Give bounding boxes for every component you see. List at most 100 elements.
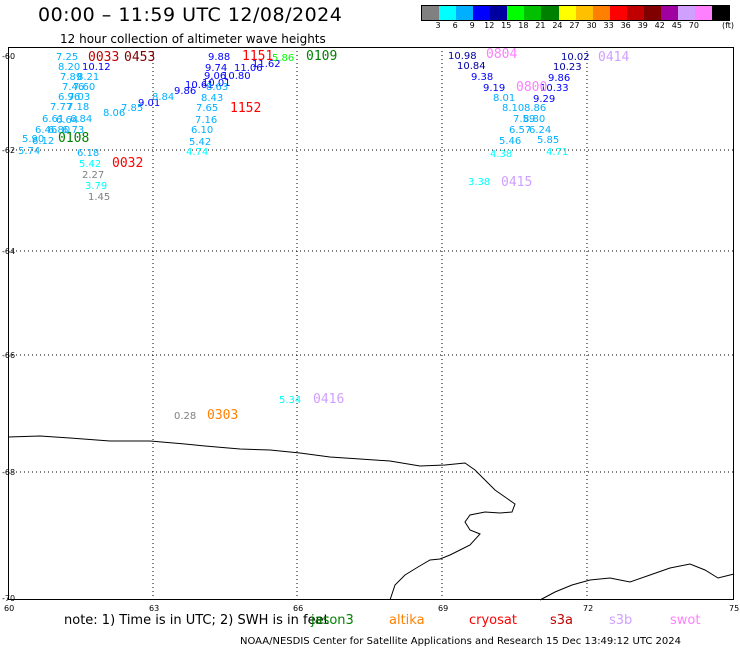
- pass-time-label: 1151: [242, 49, 274, 64]
- wave-height-label: 6.84: [70, 114, 93, 125]
- satellite-key-cryosat: cryosat: [469, 613, 517, 628]
- wave-height-label: 8.01: [493, 93, 516, 104]
- coastline: [7, 435, 516, 601]
- legend-tick-label: 45: [671, 21, 682, 30]
- wave-height-label: 6.64: [56, 115, 79, 126]
- wave-height-label: 7.59: [513, 114, 536, 125]
- legend-tick-label: 33: [603, 21, 614, 30]
- lat-lon-grid: [8, 47, 733, 600]
- wave-height-label: 8.63: [206, 82, 229, 93]
- wave-height-label: 5.90: [22, 134, 45, 145]
- credit-line: NOAA/NESDIS Center for Satellite Applica…: [240, 636, 682, 647]
- legend-swatch: [422, 6, 440, 20]
- wave-height-label: 6.96: [58, 92, 81, 103]
- wave-height-label: 7.65: [196, 103, 219, 114]
- wave-height-label: 10.33: [540, 83, 569, 94]
- legend-tick-label: 42: [654, 21, 665, 30]
- wave-height-label: 4.71: [546, 147, 569, 158]
- wave-height-label: 6.12: [32, 136, 55, 147]
- wave-height-label: 8.21: [77, 72, 100, 83]
- wave-height-label: 6.10: [191, 125, 214, 136]
- satellite-key-altika: altika: [389, 613, 425, 628]
- legend-swatch: [541, 6, 559, 20]
- page-subtitle: 12 hour collection of altimeter wave hei…: [60, 32, 326, 46]
- satellite-key-swot: swot: [670, 613, 701, 628]
- wave-height-label: 10.01: [202, 78, 231, 89]
- wave-height-label: 5.86: [272, 53, 295, 64]
- wave-height-label: 7.85: [121, 103, 144, 114]
- wave-height-label: 7.89: [60, 72, 83, 83]
- pass-time-label: 0032: [112, 156, 144, 171]
- legend-tick-label: 24: [552, 21, 563, 30]
- wave-height-label: 10.98: [448, 51, 477, 62]
- legend-swatch: [712, 6, 730, 20]
- wave-height-label: 10.12: [82, 62, 111, 73]
- wave-height-label: 8.84: [152, 92, 175, 103]
- wave-height-label: 3.79: [85, 181, 108, 192]
- legend-swatch: [473, 6, 491, 20]
- wave-height-label: 9.74: [205, 63, 228, 74]
- legend-swatch: [677, 6, 695, 20]
- wave-height-label: 9.38: [471, 72, 494, 83]
- legend-tick-label: 6: [452, 21, 458, 30]
- legend-tick-label: 39: [637, 21, 648, 30]
- lon-label: 60: [4, 604, 15, 613]
- lat-label: -70: [2, 594, 16, 603]
- wave-height-label: 2.27: [82, 170, 105, 181]
- lon-label: 69: [438, 604, 449, 613]
- wave-height-label: 8.80: [523, 114, 546, 125]
- pass-time-label: 0033: [88, 50, 120, 65]
- footer-note: note: 1) Time is in UTC; 2) SWH is in fe…: [64, 613, 329, 628]
- wave-height-label: 5.34: [279, 395, 302, 406]
- wave-height-label: 6.57: [509, 125, 532, 136]
- legend-swatch: [575, 6, 593, 20]
- pass-time-label: 0109: [306, 49, 338, 64]
- pass-time-label: 0414: [598, 50, 630, 65]
- wave-height-label: 7.25: [56, 52, 79, 63]
- legend-tick-label: 18: [518, 21, 529, 30]
- wave-height-label: 7.46: [62, 82, 85, 93]
- legend-tick-label: 30: [586, 21, 597, 30]
- wave-height-label: 9.06: [204, 71, 227, 82]
- wave-height-label: 10.02: [561, 52, 590, 63]
- wave-height-label: 6.61: [42, 114, 65, 125]
- lat-label: -64: [2, 247, 16, 256]
- legend-tick-label: 21: [535, 21, 546, 30]
- legend-tick-label: 15: [501, 21, 512, 30]
- lon-label: 66: [293, 604, 304, 613]
- satellite-key-jason3: jason3: [311, 613, 354, 628]
- legend-tick-label: 9: [469, 21, 475, 30]
- wave-height-label: 10.84: [457, 61, 486, 72]
- wave-height-label: 10.23: [553, 62, 582, 73]
- pass-time-label: 0804: [486, 47, 518, 62]
- legend-swatch: [592, 6, 610, 20]
- lon-label: 75: [729, 604, 740, 613]
- wave-height-label: 5.42: [79, 159, 102, 170]
- wave-height-label: 0.28: [174, 411, 197, 422]
- wave-height-label: 6.18: [77, 148, 100, 159]
- legend-swatch: [558, 6, 576, 20]
- wave-height-label: 4.38: [490, 149, 513, 160]
- wave-height-label: 5.42: [189, 137, 212, 148]
- wave-height-label: 6.73: [62, 125, 85, 136]
- wave-height-label: 1.45: [88, 192, 111, 203]
- legend-tick-label: 70: [688, 21, 699, 30]
- legend-tick-label: 12: [484, 21, 495, 30]
- wave-height-label: 4.74: [186, 147, 209, 158]
- wave-height-label: 6.24: [529, 125, 552, 136]
- lat-label: -62: [2, 146, 16, 155]
- wave-height-label: 11.62: [252, 59, 281, 70]
- legend-tick-label: 27: [569, 21, 580, 30]
- wave-height-label: 8.10: [502, 103, 525, 114]
- wave-height-label: 8.06: [103, 108, 126, 119]
- wave-height-label: 10.61: [185, 80, 214, 91]
- wave-height-label: 9.01: [138, 98, 161, 109]
- legend-swatch: [524, 6, 542, 20]
- wave-height-label: 8.43: [201, 93, 224, 104]
- wave-height-label: 9.19: [483, 83, 506, 94]
- lat-label: -66: [2, 351, 16, 360]
- wave-height-label: 7.77: [50, 102, 73, 113]
- wave-height-label: 9.88: [208, 52, 231, 63]
- pass-time-label: 0108: [58, 131, 90, 146]
